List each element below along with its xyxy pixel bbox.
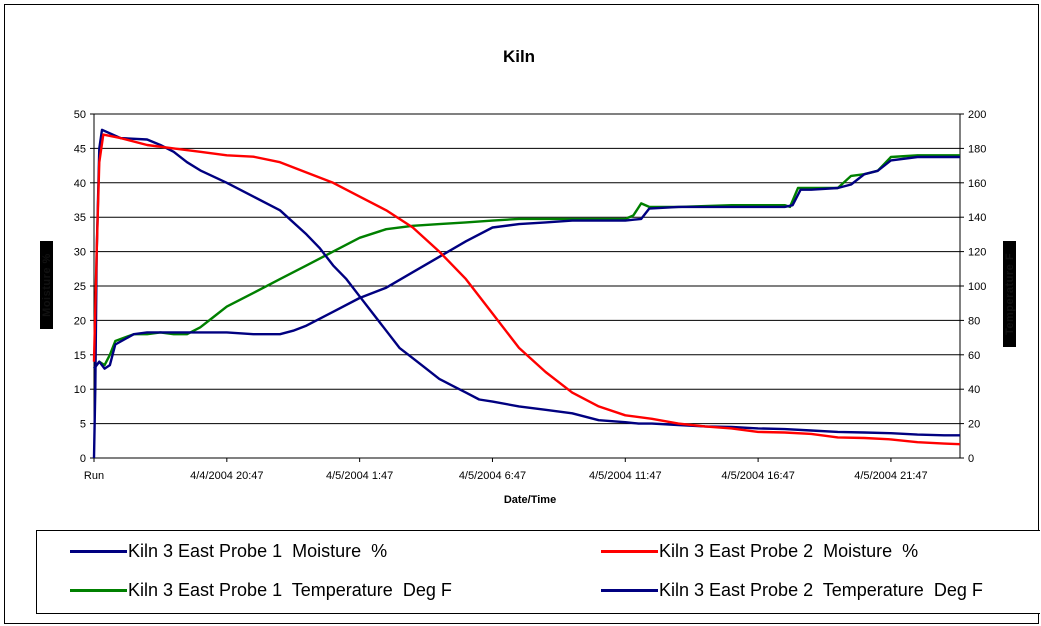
right-axis-title: Temperature F xyxy=(1003,241,1016,347)
legend: Kiln 3 East Probe 1 Moisture % Kiln 3 Ea… xyxy=(36,530,1040,614)
x-tick-label: 4/4/2004 20:47 xyxy=(190,470,263,482)
x-tick-label: 4/5/2004 1:47 xyxy=(326,470,393,482)
left-tick-label: 35 xyxy=(74,212,86,224)
right-tick-label: 200 xyxy=(968,109,986,121)
right-tick-label: 160 xyxy=(968,178,986,190)
right-tick-label: 140 xyxy=(968,212,986,224)
series-layer xyxy=(92,128,961,459)
left-tick-label: 45 xyxy=(74,143,86,155)
left-tick-label: 30 xyxy=(74,247,86,259)
legend-swatch xyxy=(601,588,658,592)
left-tick-label: 50 xyxy=(74,109,86,121)
right-tick-label: 40 xyxy=(968,384,980,396)
right-axis-label: Temperature F xyxy=(1004,253,1016,335)
left-tick-label: 15 xyxy=(74,350,86,362)
x-tick-label: 4/5/2004 21:47 xyxy=(854,470,927,482)
legend-swatch xyxy=(70,549,127,553)
left-axis-title: Moisture % xyxy=(40,241,53,329)
x-axis-label: Date/Time xyxy=(504,494,556,506)
left-tick-label: 40 xyxy=(74,178,86,190)
x-tick-label: 4/5/2004 11:47 xyxy=(589,470,662,482)
x-tick-label: Run xyxy=(84,470,104,482)
left-tick-label: 25 xyxy=(74,281,86,293)
legend-label: Kiln 3 East Probe 1 Temperature Deg F xyxy=(128,579,452,600)
series-line-3 xyxy=(93,155,960,370)
left-tick-label: 0 xyxy=(80,453,86,465)
x-axis-ticks: Run 4/4/2004 20:47 4/5/2004 1:47 4/5/2004 6… xyxy=(84,458,928,482)
chart-title: Kiln xyxy=(503,47,535,66)
legend-swatch xyxy=(601,549,658,553)
left-tick-label: 5 xyxy=(80,419,86,431)
x-tick-label: 4/5/2004 6:47 xyxy=(459,470,526,482)
legend-item-probe2-moisture: Kiln 3 East Probe 2 Moisture % xyxy=(601,541,918,561)
series-line-0 xyxy=(92,128,960,459)
right-tick-label: 80 xyxy=(968,315,980,327)
right-tick-label: 180 xyxy=(968,143,986,155)
right-tick-label: 100 xyxy=(968,281,986,293)
chart-frame xyxy=(4,4,1039,624)
right-axis-ticks: 0 20 40 60 80 100 120 140 160 180 200 xyxy=(960,109,986,465)
right-tick-label: 20 xyxy=(968,419,980,431)
legend-item-probe2-temperature: Kiln 3 East Probe 2 Temperature Deg F xyxy=(601,580,983,600)
right-tick-label: 60 xyxy=(968,350,980,362)
right-tick-label: 120 xyxy=(968,247,986,259)
left-axis-label: Moisture % xyxy=(41,253,53,317)
series-line-1 xyxy=(92,133,961,446)
left-tick-label: 20 xyxy=(74,315,86,327)
left-tick-label: 10 xyxy=(74,384,86,396)
legend-label: Kiln 3 East Probe 1 Moisture % xyxy=(128,540,388,561)
x-tick-label: 4/5/2004 16:47 xyxy=(721,470,794,482)
legend-swatch xyxy=(70,588,127,592)
right-tick-label: 0 xyxy=(968,453,974,465)
legend-item-probe1-moisture: Kiln 3 East Probe 1 Moisture % xyxy=(70,541,387,561)
legend-label: Kiln 3 East Probe 2 Moisture % xyxy=(659,540,919,561)
legend-item-probe1-temperature: Kiln 3 East Probe 1 Temperature Deg F xyxy=(70,580,452,600)
left-axis-ticks: 0 5 10 15 20 25 30 35 40 45 50 xyxy=(74,109,94,465)
legend-label: Kiln 3 East Probe 2 Temperature Deg F xyxy=(659,579,983,600)
